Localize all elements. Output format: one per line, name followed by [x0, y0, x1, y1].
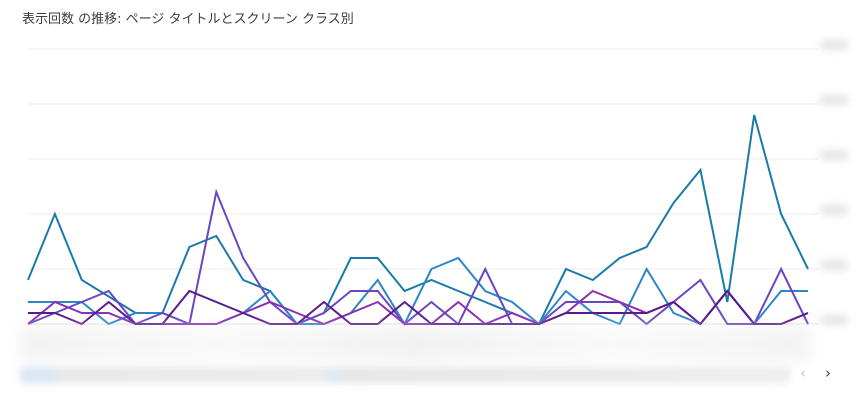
legend-blurred — [20, 367, 790, 383]
legend-next-button[interactable]: › — [825, 364, 831, 382]
series-line-5[interactable] — [28, 289, 809, 326]
chart-title: 表示回数 の推移: ページ タイトルとスクリーン クラス別 — [22, 12, 354, 27]
x-axis-tick-labels-blurred — [20, 326, 810, 362]
series-line-3[interactable] — [27, 188, 809, 326]
series-group — [27, 114, 809, 327]
y-axis-tick-labels-blurred — [818, 40, 848, 340]
series-line-2[interactable] — [28, 256, 808, 327]
legend-prev-button[interactable]: ‹ — [800, 364, 806, 382]
series-line-1[interactable] — [27, 114, 809, 326]
